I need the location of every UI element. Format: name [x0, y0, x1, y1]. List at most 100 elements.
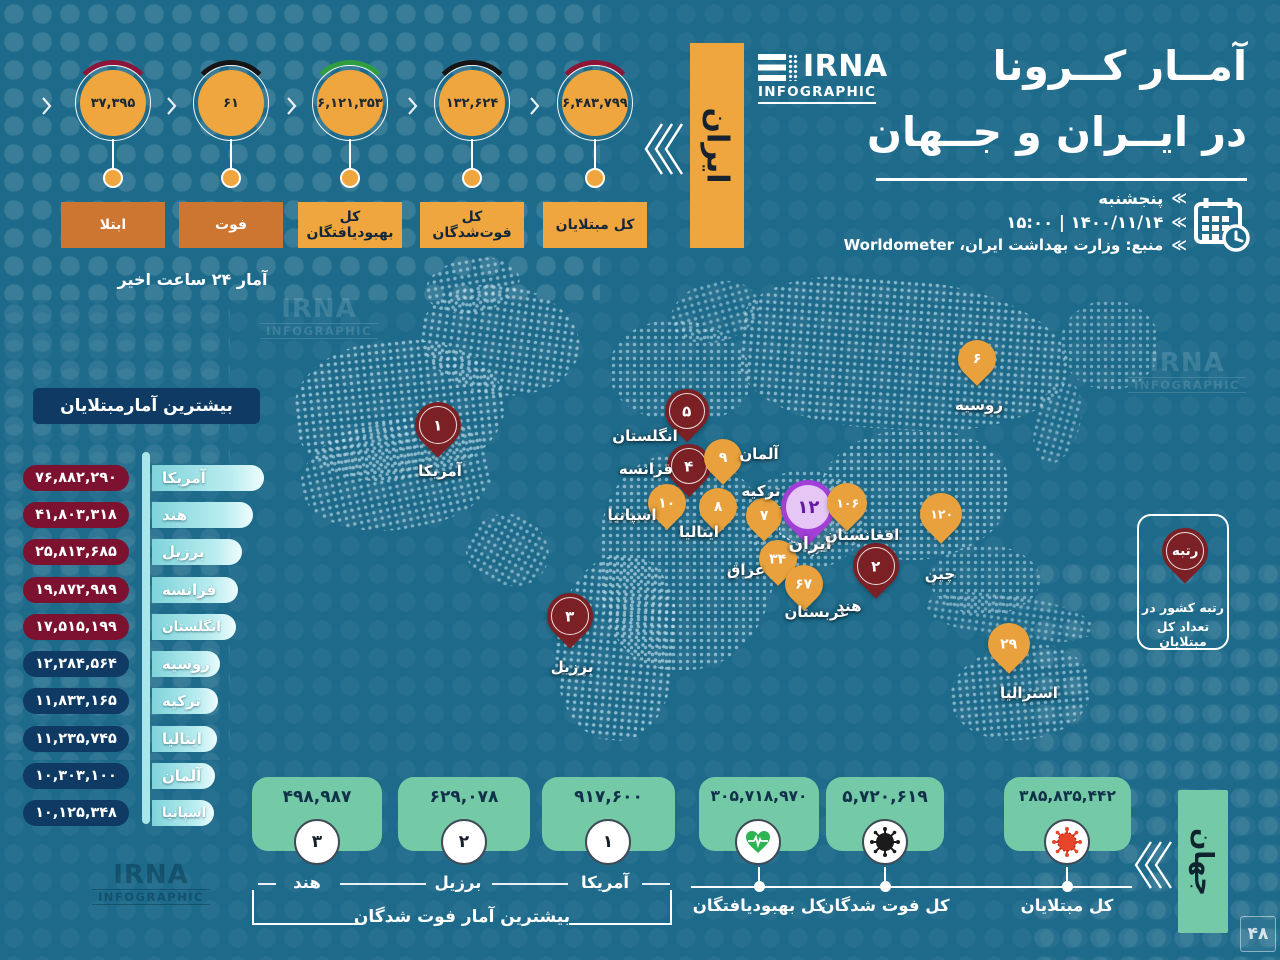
- stat-arc: [307, 60, 393, 146]
- source: منبع: وزارت بهداشت ایران، Worldometer: [843, 235, 1164, 254]
- rank-bar: آلمان: [152, 763, 215, 789]
- death-rank-circle: ۱: [585, 819, 631, 865]
- date-block: ≪ پنجشنبه ≪ ۱۴۰۰/۱۱/۱۴ | ۱۵:۰۰ ≪ منبع: وزار…: [765, 187, 1187, 257]
- deaths-bracket: [252, 890, 672, 925]
- label-dash: [340, 883, 426, 885]
- rank-value: ۱۲,۲۸۴,۵۶۴: [23, 651, 129, 677]
- connector-line: [884, 867, 886, 885]
- map-pin-turkey: ۷: [738, 490, 790, 542]
- map-pin-saudi-arabia-label: عربستان: [784, 603, 850, 621]
- irna-watermark: IRNA INFOGRAPHIC: [92, 861, 210, 906]
- stat-arc: [429, 60, 515, 146]
- connector-line: [1066, 867, 1068, 885]
- stat-value: ۶,۱۲۱,۳۵۳: [317, 70, 383, 136]
- map-pin-india: ۲: [843, 533, 909, 599]
- date-time: ۱۴۰۰/۱۱/۱۴ | ۱۵:۰۰: [1006, 212, 1164, 232]
- map-pin-brazil: ۳: [537, 583, 603, 649]
- footnote-24h: آمار ۲۴ ساعت اخیر: [117, 270, 268, 289]
- calendar-clock-icon: [1194, 198, 1250, 252]
- rank-legend-caption: رتبه کشور در: [1142, 600, 1224, 615]
- rank-bar: روسیه: [152, 651, 220, 677]
- map-pin-uk-label: انگلستان: [612, 427, 678, 445]
- chevron-left-icon: ≪: [1171, 189, 1187, 208]
- stat-arc: [552, 60, 638, 146]
- map-pin-australia: ۲۹: [979, 614, 1039, 674]
- connector-dot: [880, 881, 891, 892]
- connector-dot: [462, 168, 482, 188]
- irna-watermark: IRNA INFOGRAPHIC: [260, 295, 378, 340]
- rank-value: ۷۶,۸۸۲,۲۹۰: [23, 465, 129, 491]
- rank-value: ۴۱,۸۰۳,۳۱۸: [23, 502, 129, 528]
- map-pin-brazil-label: برزیل: [550, 658, 594, 676]
- connector-dot: [754, 881, 765, 892]
- chevron-right-icon: [408, 97, 418, 115]
- stat-value: ۶۱: [198, 70, 264, 136]
- world-card-label: کل فوت شدگان: [820, 896, 950, 915]
- world-section-label: جهان: [1178, 790, 1228, 933]
- label-dash: [258, 883, 276, 885]
- chevron-right-icon: [287, 97, 297, 115]
- chevron-left-icon: ≪: [1171, 235, 1187, 254]
- map-pin-usa-label: آمریکا: [418, 462, 462, 480]
- map-pin-iran-label: ایران: [788, 534, 832, 554]
- brand-name: IRNA: [803, 49, 888, 84]
- map-pin-italy-label: ایتالیا: [679, 523, 719, 541]
- map-pin-spain-label: اسپانیا: [607, 506, 657, 524]
- page-number: ۴۸: [1240, 916, 1276, 952]
- brand-subtitle: INFOGRAPHIC: [758, 84, 876, 104]
- title-underline: [876, 178, 1247, 181]
- stat-label: کل بهبودیافتگان: [298, 202, 402, 248]
- stat-new-infections: ۳۷,۳۹۵ ابتلا: [61, 60, 165, 252]
- chevron-right-icon: [42, 97, 52, 115]
- stat-label: ابتلا: [61, 202, 165, 248]
- world-card-label: کل بهبودیافتگان: [692, 896, 826, 915]
- chevron-right-icon: [167, 97, 177, 115]
- map-pin-turkey-label: ترکیه: [741, 482, 781, 500]
- stat-label: کل مبتلایان: [543, 202, 647, 248]
- irna-flag-icon: [758, 53, 798, 81]
- map-pin-china-label: چین: [924, 565, 956, 583]
- rank-bar: آمریکا: [152, 465, 264, 491]
- stat-total-deaths: ۱۳۲,۶۲۴ کل فوت‌شدگان: [420, 60, 524, 252]
- stat-arc: [70, 60, 156, 146]
- page-title: آمــار کــرونا در ایــران و جــهان: [817, 34, 1247, 165]
- title-line2: در ایــران و جــهان: [866, 107, 1247, 156]
- rank-value: ۱۰,۳۰۳,۱۰۰: [23, 763, 129, 789]
- rank-legend: رتبه رتبه کشور در تعداد کل مبتلایان: [1137, 514, 1229, 650]
- label-dash: [492, 883, 568, 885]
- stat-new-deaths: ۶۱ فوت: [179, 60, 283, 252]
- weekday: پنجشنبه: [1098, 189, 1164, 208]
- map-pin-usa: ۱: [405, 392, 471, 458]
- world-card-label: کل مبتلایان: [1020, 896, 1114, 915]
- connector-dot: [340, 168, 360, 188]
- map-pin-saudi-arabia: ۶۷: [777, 557, 831, 611]
- stat-total-recovered: ۶,۱۲۱,۳۵۳ کل بهبودیافتگان: [298, 60, 402, 252]
- rank-bar: اسپانیا: [152, 800, 214, 826]
- connector-dot: [1062, 881, 1073, 892]
- virus-black-icon: [862, 819, 908, 865]
- rank-value: ۱۱,۸۳۳,۱۶۵: [23, 688, 129, 714]
- death-rank-circle: ۲: [441, 819, 487, 865]
- stat-label: فوت: [179, 202, 283, 248]
- connector-line: [758, 867, 760, 885]
- rank-value: ۱۷,۵۱۵,۱۹۹: [23, 614, 129, 640]
- map-pin-australia-label: استرالیا: [1000, 684, 1058, 702]
- heart-pulse-icon: [735, 819, 781, 865]
- death-rank-circle: ۳: [294, 819, 340, 865]
- background-dots-patch: [1030, 560, 1280, 960]
- map-pin-afghanistan-label: افغانستان: [824, 526, 900, 544]
- connector-dot: [221, 168, 241, 188]
- rank-value: ۱۱,۲۳۵,۷۴۵: [23, 726, 129, 752]
- label-dash: [642, 883, 670, 885]
- ranking-divider-bar: [142, 452, 150, 824]
- map-pin-india-label: هند: [836, 597, 862, 615]
- map-pin-china: ۱۲۰: [911, 484, 971, 544]
- chevron-right-icon: [530, 97, 540, 115]
- virus-red-icon: [1044, 819, 1090, 865]
- rank-bar: فرانسه: [152, 577, 238, 603]
- stat-label: کل فوت‌شدگان: [420, 202, 524, 248]
- triple-chevron-left-icon: [1134, 841, 1172, 889]
- stat-value: ۱۳۲,۶۲۴: [439, 70, 505, 136]
- irna-watermark: IRNA INFOGRAPHIC: [1128, 349, 1246, 394]
